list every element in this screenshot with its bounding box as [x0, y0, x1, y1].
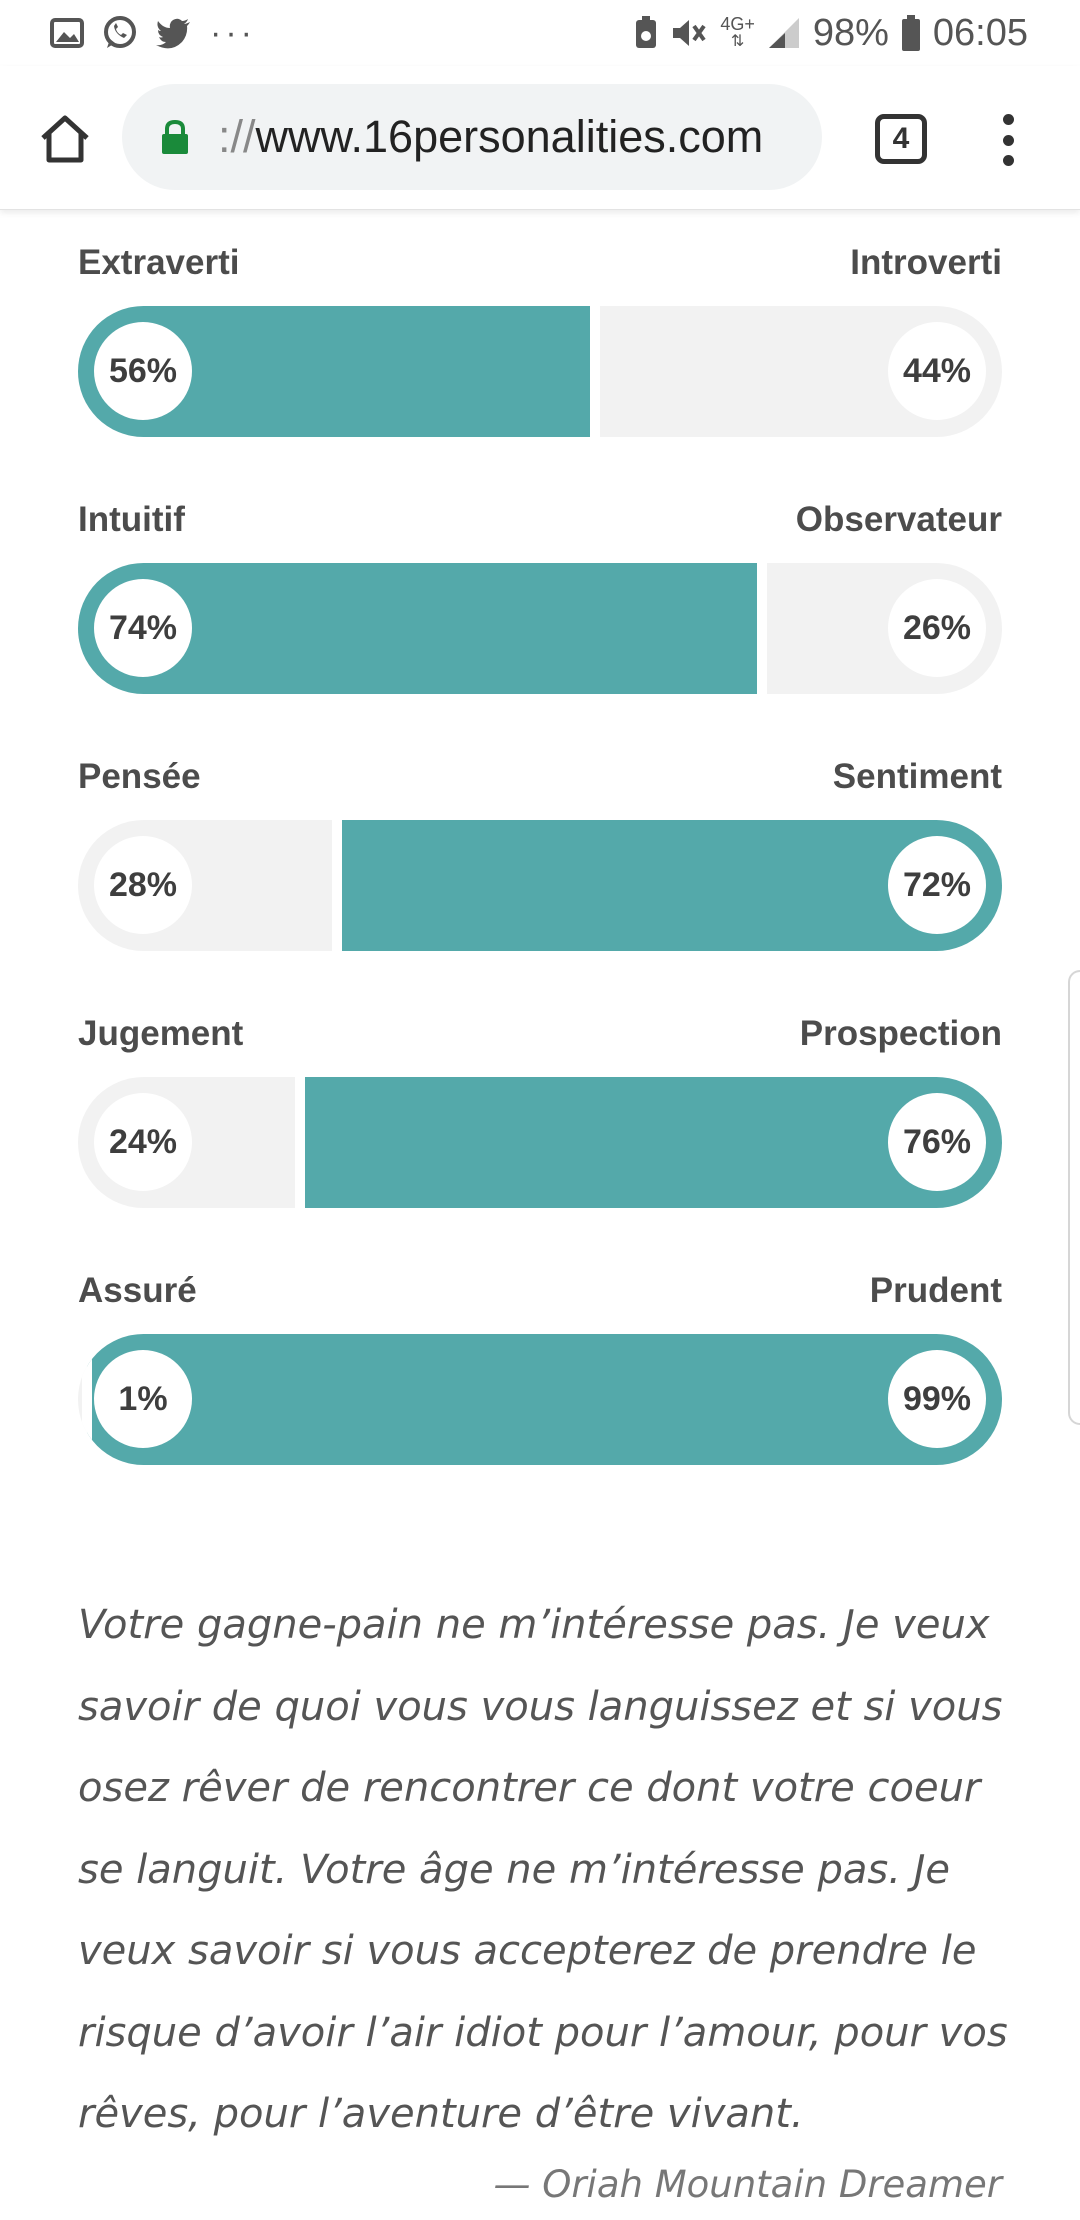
- right-percent-badge: 72%: [888, 836, 986, 934]
- right-percent-badge: 99%: [888, 1350, 986, 1448]
- overflow-menu-button[interactable]: [988, 108, 1028, 172]
- trait-bar: 1% 99%: [78, 1334, 1002, 1465]
- right-percent-badge: 26%: [888, 579, 986, 677]
- trait-tactics: Jugement Prospection 24% 76%: [78, 1011, 1002, 1268]
- trait-left-label: Extraverti: [78, 243, 240, 282]
- trait-left-label: Pensée: [78, 757, 201, 796]
- trait-left-label: Intuitif: [78, 500, 185, 539]
- quote-author: — Oriah Mountain Dreamer: [493, 2163, 1002, 2206]
- trait-separator: [82, 1334, 92, 1465]
- left-percent-badge: 56%: [94, 322, 192, 420]
- browser-toolbar: ://www.16personalities.com 4: [0, 66, 1080, 210]
- signal-icon: [768, 18, 799, 48]
- trait-fill: [78, 563, 762, 694]
- left-percent-badge: 28%: [94, 836, 192, 934]
- twitter-icon: [156, 18, 190, 49]
- left-percent-badge: 74%: [94, 579, 192, 677]
- tab-count: 4: [892, 122, 910, 155]
- trait-nature: Pensée Sentiment 28% 72%: [78, 754, 1002, 1011]
- quote-text: Votre gagne-pain ne m’intéresse pas. Je …: [78, 1602, 1008, 2137]
- personality-traits: Extraverti Introverti 56% 44% Intuitif O…: [78, 240, 1002, 1525]
- notification-icons: ···: [50, 14, 256, 53]
- right-percent-badge: 44%: [888, 322, 986, 420]
- address-bar[interactable]: ://www.16personalities.com: [122, 84, 822, 190]
- trait-bar: 24% 76%: [78, 1077, 1002, 1208]
- trait-bar: 56% 44%: [78, 306, 1002, 437]
- trait-right-label: Observateur: [795, 500, 1002, 539]
- trait-right-label: Introverti: [850, 243, 1002, 282]
- menu-dot: [1002, 155, 1014, 166]
- mute-icon: [673, 20, 706, 46]
- menu-dot: [1002, 134, 1014, 146]
- left-percent-badge: 24%: [94, 1093, 192, 1191]
- network-indicator: 4G+ ⇅: [720, 14, 755, 50]
- side-panel-handle[interactable]: [1068, 970, 1080, 1425]
- trait-mind: Extraverti Introverti 56% 44%: [78, 240, 1002, 497]
- trait-separator: [295, 1077, 305, 1208]
- trait-energy: Intuitif Observateur 74% 26%: [78, 497, 1002, 754]
- gallery-icon: [50, 18, 84, 48]
- trait-fill: [300, 1077, 1002, 1208]
- more-notifications-icon: ···: [210, 13, 256, 52]
- lock-icon: [162, 120, 188, 154]
- trait-right-label: Sentiment: [832, 757, 1002, 796]
- tab-switcher-button[interactable]: 4: [875, 114, 927, 164]
- right-percent-badge: 76%: [888, 1093, 986, 1191]
- menu-dot: [1002, 114, 1014, 125]
- trait-left-label: Jugement: [78, 1014, 244, 1053]
- trait-identity: Assuré Prudent 1% 99%: [78, 1268, 1002, 1525]
- battery-percent: 98%: [812, 11, 889, 54]
- whatsapp-icon: [104, 16, 136, 48]
- trait-fill: [87, 1334, 1002, 1465]
- trait-separator: [590, 306, 600, 437]
- home-icon: [41, 115, 89, 163]
- trait-right-label: Prospection: [799, 1014, 1002, 1053]
- clock: 06:05: [932, 11, 1028, 54]
- trait-right-label: Prudent: [869, 1271, 1002, 1310]
- left-percent-badge: 1%: [94, 1350, 192, 1448]
- trait-left-label: Assuré: [78, 1271, 197, 1310]
- url-scheme: ://: [218, 111, 256, 162]
- battery-icon: [901, 15, 920, 51]
- url-host: www.16personalities.com: [255, 111, 764, 162]
- system-status: 4G+ ⇅ 98% 06:05: [634, 12, 1028, 55]
- status-bar: ··· 4G+ ⇅ 98% 06:05: [0, 0, 1080, 66]
- trait-bar: 28% 72%: [78, 820, 1002, 951]
- trait-separator: [757, 563, 767, 694]
- home-button[interactable]: [30, 104, 100, 174]
- battery-saver-icon: [636, 16, 657, 48]
- trait-separator: [332, 820, 342, 951]
- trait-bar: 74% 26%: [78, 563, 1002, 694]
